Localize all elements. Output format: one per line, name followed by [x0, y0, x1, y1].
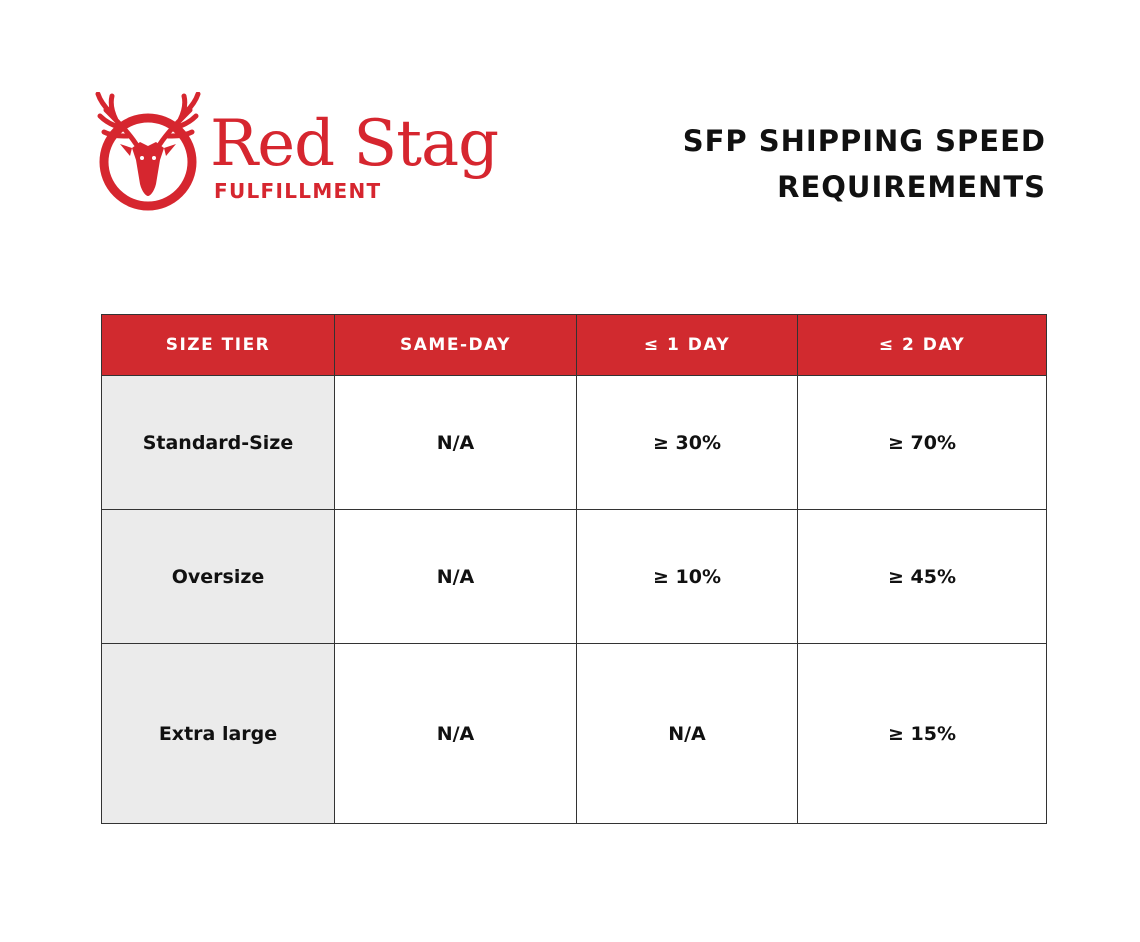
shipping-speed-table: SIZE TIER SAME-DAY ≤ 1 DAY ≤ 2 DAY Stand… [101, 314, 1047, 824]
page-title-line-2: REQUIREMENTS [777, 170, 1046, 204]
size-tier-cell: Standard-Size [101, 375, 335, 510]
same-day-cell: N/A [334, 643, 577, 824]
brand-name: Red Stag [210, 107, 499, 181]
one-day-cell: N/A [576, 643, 798, 824]
brand-logo: Red Stag FULFILLMENT [92, 92, 499, 222]
column-header-same-day: SAME-DAY [334, 314, 577, 376]
size-tier-cell: Oversize [101, 509, 335, 644]
table-header-row: SIZE TIER SAME-DAY ≤ 1 DAY ≤ 2 DAY [101, 314, 1047, 376]
column-header-2-day: ≤ 2 DAY [797, 314, 1047, 376]
two-day-cell: ≥ 45% [797, 509, 1047, 644]
table-row: Oversize N/A ≥ 10% ≥ 45% [101, 509, 1047, 644]
same-day-cell: N/A [334, 509, 577, 644]
one-day-cell: ≥ 30% [576, 375, 798, 510]
column-header-size-tier: SIZE TIER [101, 314, 335, 376]
brand-subtitle: FULFILLMENT [214, 179, 382, 203]
one-day-cell: ≥ 10% [576, 509, 798, 644]
two-day-cell: ≥ 70% [797, 375, 1047, 510]
stag-head-icon [95, 92, 201, 211]
two-day-cell: ≥ 15% [797, 643, 1047, 824]
table-row: Standard-Size N/A ≥ 30% ≥ 70% [101, 375, 1047, 510]
table-row: Extra large N/A N/A ≥ 15% [101, 643, 1047, 824]
column-header-1-day: ≤ 1 DAY [576, 314, 798, 376]
page-title: SFP SHIPPING SPEED REQUIREMENTS [586, 118, 1046, 210]
size-tier-cell: Extra large [101, 643, 335, 824]
same-day-cell: N/A [334, 375, 577, 510]
page-title-line-1: SFP SHIPPING SPEED [682, 124, 1046, 158]
